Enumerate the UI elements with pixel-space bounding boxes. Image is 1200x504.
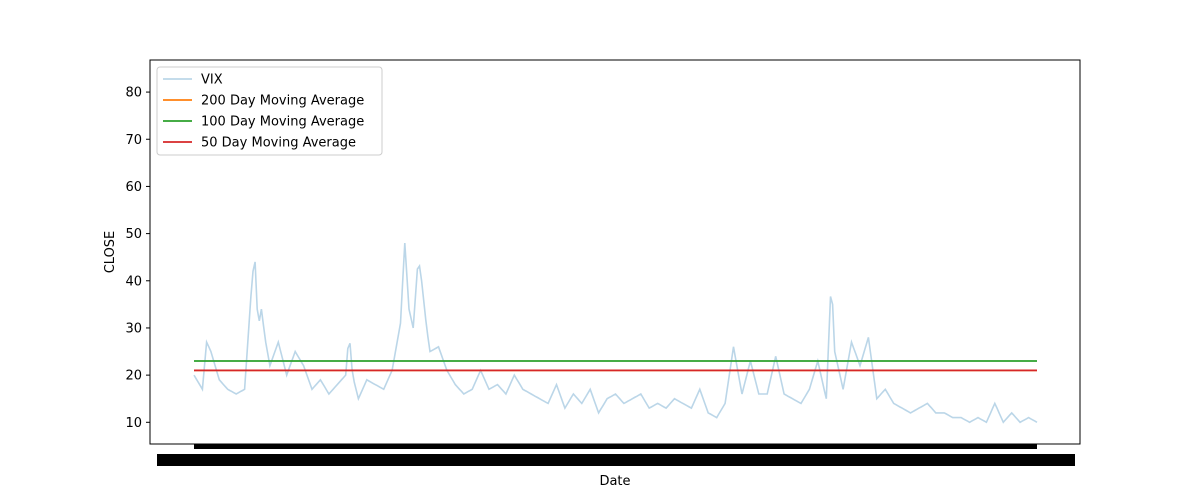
legend: VIX 200 Day Moving Average 100 Day Moving … (156, 66, 383, 156)
y-tick-label: 50 (125, 227, 142, 242)
y-tick-label: 60 (125, 180, 142, 195)
x-tick-layer (157, 444, 1075, 466)
legend-box (156, 66, 383, 156)
y-tick-label: 20 (125, 369, 142, 384)
legend-label: 200 Day Moving Average (201, 94, 364, 109)
x-tick-marks (194, 444, 1037, 449)
legend-label: VIX (201, 73, 223, 88)
legend-label: 100 Day Moving Average (201, 115, 364, 130)
x-axis-label: Date (599, 474, 630, 489)
y-tick-layer: 10 20 30 40 50 60 70 80 (125, 86, 150, 431)
series-layer (193, 242, 1038, 424)
y-tick-label: 30 (125, 321, 142, 336)
y-tick-label: 10 (125, 416, 142, 431)
series-line-vix (193, 242, 1038, 424)
legend-label: 50 Day Moving Average (201, 136, 356, 151)
y-tick-label: 70 (125, 133, 142, 148)
y-axis-label: CLOSE (103, 231, 118, 274)
y-tick-label: 40 (125, 274, 142, 289)
y-tick-label: 80 (125, 86, 142, 101)
x-tick-labels-overlap (157, 454, 1075, 466)
plot-frame (149, 59, 1081, 445)
